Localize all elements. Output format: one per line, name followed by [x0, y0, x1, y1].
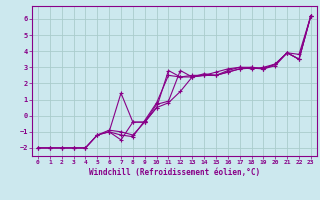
X-axis label: Windchill (Refroidissement éolien,°C): Windchill (Refroidissement éolien,°C): [89, 168, 260, 177]
